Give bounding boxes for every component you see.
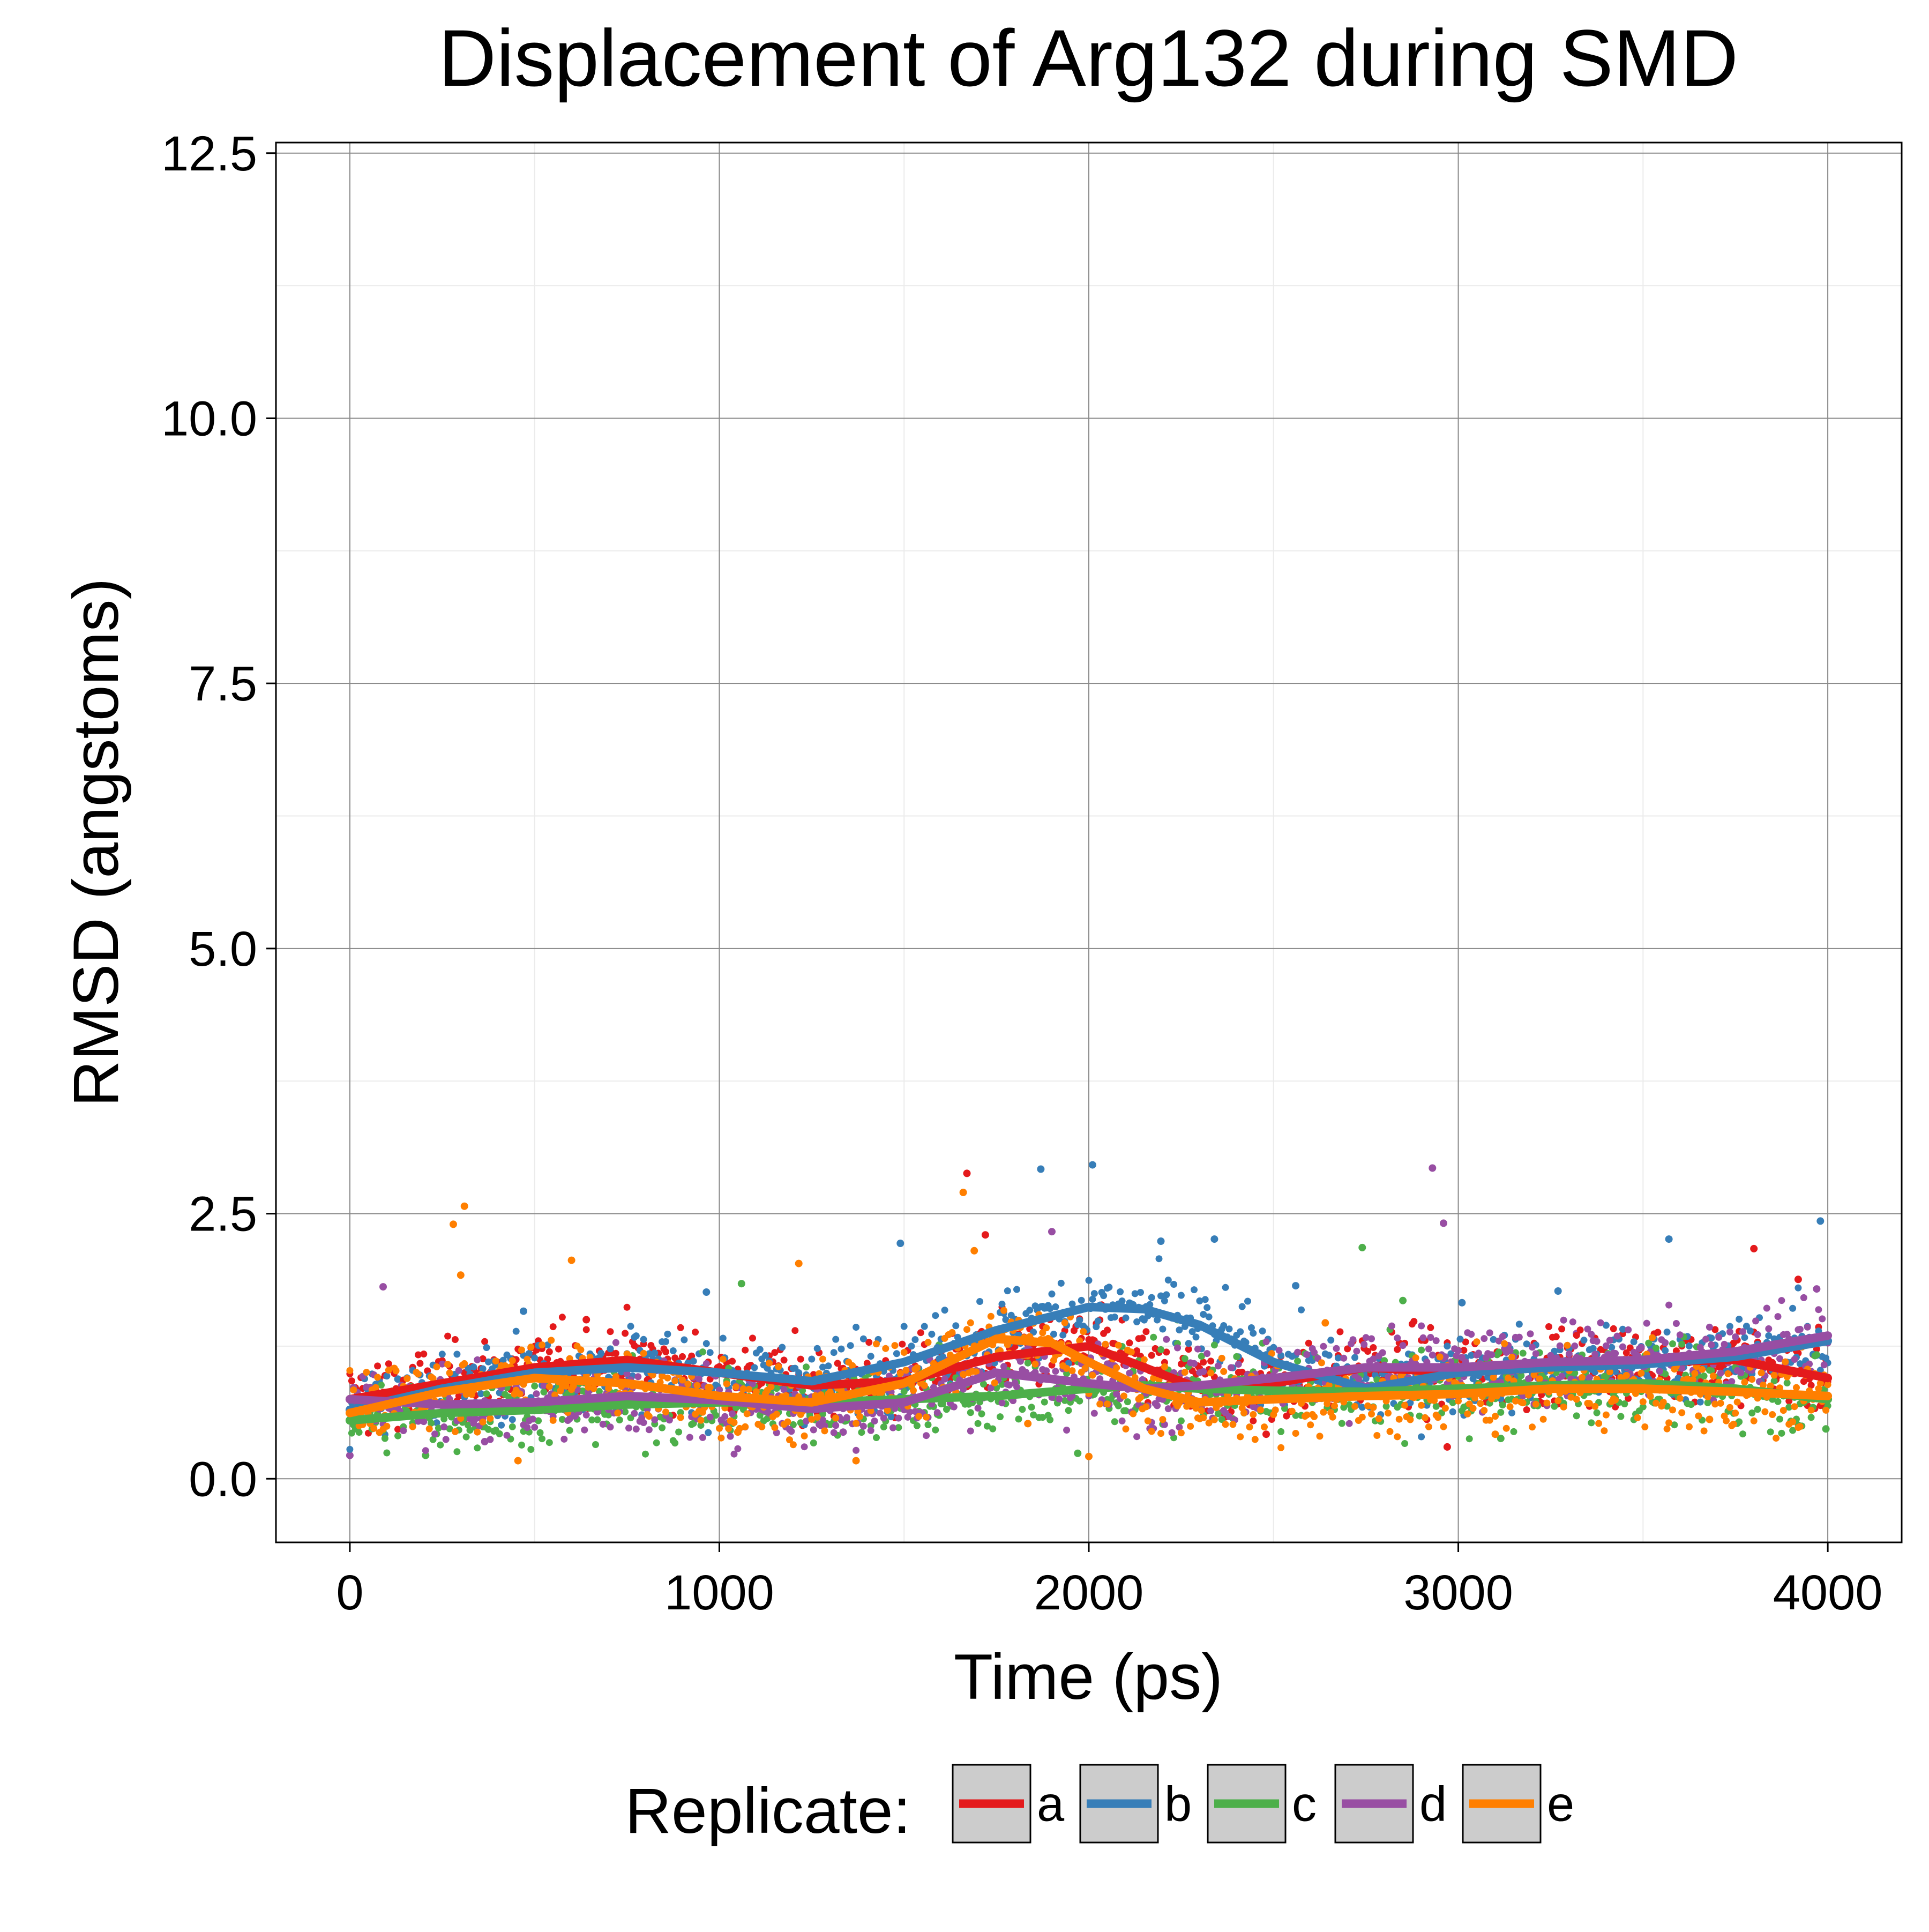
legend-label-e: e	[1547, 1777, 1574, 1832]
data-point-b	[394, 1375, 402, 1383]
data-point-b	[1292, 1282, 1300, 1290]
data-point-d	[481, 1438, 489, 1445]
y-tick-label: 10.0	[161, 391, 257, 446]
data-point-b	[1816, 1217, 1825, 1225]
data-point-b	[1665, 1235, 1673, 1243]
legend-label-b: b	[1164, 1777, 1192, 1832]
data-point-c	[1358, 1243, 1366, 1251]
data-point-d	[839, 1428, 847, 1436]
data-point-e	[567, 1256, 575, 1264]
smooth-line-d	[345, 1331, 1833, 1413]
data-point-e	[1321, 1319, 1329, 1327]
data-point-a	[981, 1231, 989, 1239]
data-point-c	[422, 1451, 430, 1459]
legend-label-a: a	[1037, 1777, 1065, 1832]
legend-item-b: b	[1079, 1764, 1192, 1844]
y-tick-label: 12.5	[161, 126, 257, 181]
y-tick-label: 2.5	[189, 1187, 257, 1242]
data-point-b	[1037, 1165, 1045, 1173]
y-tick-label: 0.0	[189, 1452, 257, 1506]
data-point-c	[1497, 1435, 1505, 1443]
smooth-line-b	[345, 1302, 1833, 1414]
y-tick-label: 5.0	[189, 922, 257, 976]
x-tick-label: 4000	[1773, 1565, 1883, 1620]
data-point-e	[1024, 1420, 1032, 1428]
data-point-a	[1262, 1430, 1270, 1438]
data-point-d	[1440, 1219, 1447, 1227]
data-point-e	[450, 1220, 457, 1228]
x-tick-label: 0	[336, 1565, 363, 1620]
chart-title: Displacement of Arg132 during SMD	[438, 13, 1738, 103]
data-point-b	[1554, 1287, 1562, 1295]
data-point-d	[379, 1283, 387, 1291]
data-point-b	[702, 1288, 711, 1296]
data-point-c	[737, 1280, 745, 1288]
grid-layer	[276, 143, 1902, 1542]
x-tick-label: 3000	[1403, 1565, 1513, 1620]
y-tick-label: 7.5	[189, 657, 257, 711]
data-point-b	[1210, 1235, 1218, 1243]
legend-item-a: a	[952, 1764, 1065, 1844]
legend-label-d: d	[1419, 1777, 1447, 1832]
legend-items: a b c d e	[952, 1764, 1574, 1844]
data-point-d	[1048, 1228, 1056, 1236]
x-tick-label: 1000	[664, 1565, 774, 1620]
data-point-e	[1706, 1415, 1714, 1423]
data-point-a	[1750, 1244, 1758, 1252]
data-point-e	[514, 1457, 522, 1465]
smooth-line-e	[345, 1334, 1833, 1418]
legend-item-e: e	[1462, 1764, 1574, 1844]
y-axis-label: RMSD (angstoms)	[60, 578, 132, 1107]
axis-layer: 0 1000 2000 3000 4000 0.0 2.5 5.0 7.5 10.0 12.5	[161, 126, 1882, 1620]
data-point-c	[1822, 1425, 1830, 1433]
legend-label-c: c	[1292, 1777, 1317, 1832]
legend: Replicate: a b c d e	[625, 1764, 1574, 1847]
data-point-e	[970, 1247, 978, 1255]
data-point-d	[346, 1451, 354, 1459]
legend-item-c: c	[1207, 1764, 1317, 1844]
data-point-a	[1794, 1275, 1802, 1284]
data-point-b	[520, 1307, 527, 1315]
data-point-e	[1491, 1430, 1499, 1438]
data-point-a	[963, 1169, 971, 1177]
data-point-d	[1813, 1285, 1821, 1293]
data-point-e	[795, 1259, 803, 1267]
data-point-b	[1458, 1299, 1466, 1307]
data-point-e	[852, 1457, 860, 1465]
data-point-e	[1085, 1452, 1093, 1460]
data-point-c	[1074, 1449, 1082, 1457]
data-point-a	[1443, 1443, 1451, 1451]
x-tick-label: 2000	[1034, 1565, 1144, 1620]
legend-item-d: d	[1334, 1764, 1447, 1844]
data-point-e	[460, 1202, 468, 1210]
data-point-e	[457, 1271, 465, 1279]
legend-title: Replicate:	[625, 1775, 911, 1847]
data-point-d	[1429, 1164, 1437, 1172]
data-point-b	[1088, 1161, 1096, 1169]
data-point-b	[1157, 1237, 1165, 1245]
data-point-b	[896, 1240, 904, 1247]
data-point-e	[959, 1189, 967, 1196]
x-axis-label: Time (ps)	[954, 1641, 1223, 1713]
data-point-a	[582, 1316, 590, 1324]
smooth-layer	[345, 1302, 1833, 1425]
data-point-c	[1399, 1296, 1407, 1304]
